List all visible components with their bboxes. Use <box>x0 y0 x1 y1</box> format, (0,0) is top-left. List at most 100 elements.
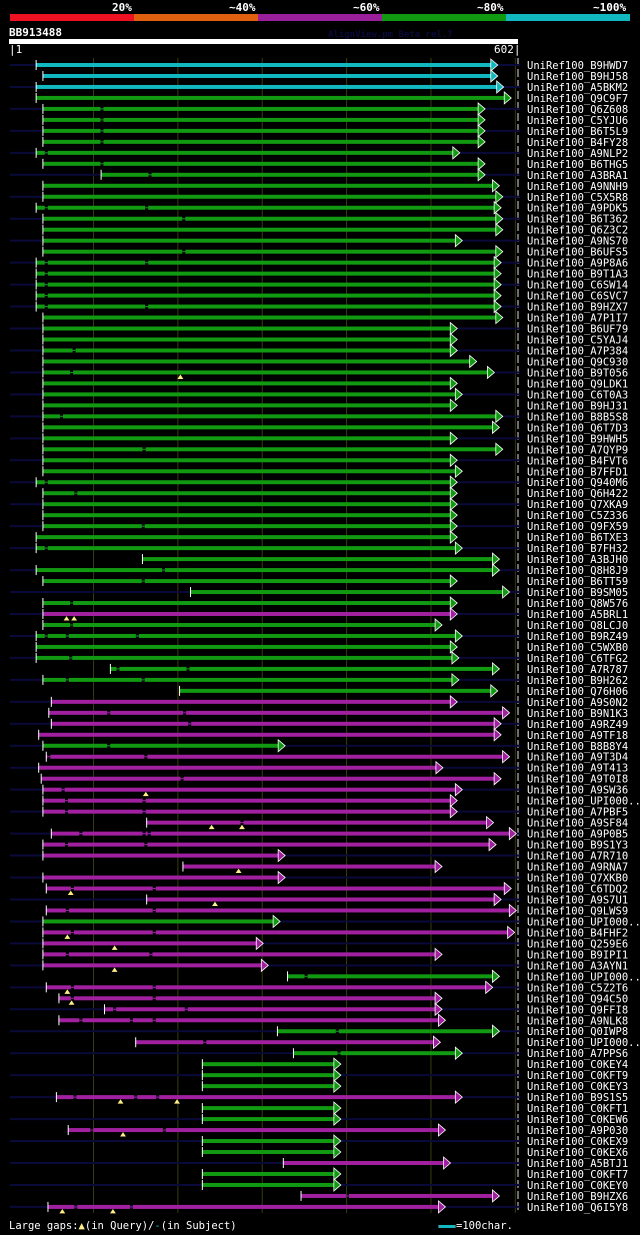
query-gap-marker <box>174 1099 180 1104</box>
hit-bar <box>42 469 456 474</box>
hit-bar <box>165 568 493 573</box>
hit-arrow <box>434 859 443 874</box>
hit-bar <box>46 886 71 891</box>
hit-bar <box>36 271 45 276</box>
hit-bar <box>36 293 45 298</box>
hit-bar <box>148 260 495 265</box>
hit-arrow <box>449 343 458 358</box>
hit-bar <box>50 754 145 759</box>
hit-bar <box>206 1040 434 1045</box>
coverage-swatch-100 <box>506 14 630 21</box>
hit-arrow <box>434 618 443 632</box>
hit-label: UniRef100_Q6Z3C2 <box>527 225 628 237</box>
hit-label: UniRef100_A7P384 <box>527 345 628 357</box>
hit-arrow <box>490 69 499 83</box>
hit-label: UniRef100_C6SW14 <box>527 280 628 292</box>
hit-bar <box>38 732 495 737</box>
hit-bar <box>73 886 153 891</box>
hit-bar <box>42 315 496 320</box>
hit-bar <box>146 897 495 902</box>
hit-bar <box>340 1051 456 1056</box>
hit-bar <box>202 1182 334 1187</box>
hit-label: UniRef100_Q76H06 <box>527 686 628 698</box>
hit-bar <box>42 809 66 814</box>
hit-bar <box>72 655 452 660</box>
hit-arrow <box>492 563 501 577</box>
hit-bar <box>68 1128 91 1133</box>
hit-arrow <box>333 1145 342 1159</box>
hit-bar <box>47 1204 75 1209</box>
hit-bar <box>42 941 257 946</box>
hit-bar <box>287 974 305 979</box>
hit-arrow <box>486 365 495 380</box>
hit-arrow <box>493 255 502 270</box>
hit-label: UniRef100_A9NLK8 <box>527 1015 628 1027</box>
hit-arrow <box>449 596 458 610</box>
hit-bar <box>47 282 495 287</box>
query-gap-marker <box>68 1000 75 1005</box>
hit-label: UniRef100_B9SM05 <box>527 587 628 599</box>
query-gap-marker <box>64 989 71 994</box>
hit-bar <box>42 216 183 221</box>
hit-label: UniRef100_C0KEX9 <box>527 1136 628 1148</box>
hit-label: UniRef100_A3BJH0 <box>527 554 628 566</box>
hit-bar <box>277 1029 336 1034</box>
hit-bar <box>82 1018 130 1023</box>
hit-arrow <box>495 222 504 237</box>
hit-bar <box>68 633 136 638</box>
query-gap-marker <box>67 890 74 895</box>
hit-label: UniRef100_B7FH32 <box>527 543 628 555</box>
hit-arrow <box>449 475 458 490</box>
hit-arrow <box>493 716 502 731</box>
hit-label: UniRef100_B9H262 <box>527 675 628 687</box>
hit-bar <box>307 974 493 979</box>
hit-label: UniRef100_C0KEY3 <box>527 1081 628 1093</box>
query-gap-marker <box>63 616 70 621</box>
hit-arrow <box>454 1046 463 1061</box>
hit-bar <box>202 1117 334 1122</box>
hit-bar <box>36 644 451 649</box>
large-gaps-text: Large gaps: <box>9 1220 79 1232</box>
hit-arrow <box>477 156 486 171</box>
hit-bar <box>147 842 490 847</box>
hit-label: UniRef100_A9P8A6 <box>527 258 628 270</box>
hit-arrow <box>493 299 502 314</box>
hit-bar <box>145 447 496 452</box>
hit-bar <box>36 535 451 540</box>
hit-label: UniRef100_A5BKM2 <box>527 82 628 94</box>
hit-arrow <box>454 1090 463 1104</box>
hit-label: UniRef100_A3AYN1 <box>527 960 628 972</box>
hit-bar <box>36 84 497 89</box>
hit-arrow <box>454 387 463 402</box>
hit-bar <box>73 930 153 935</box>
hit-label: UniRef100_A9T3D4 <box>527 752 628 764</box>
hit-bar <box>58 1018 80 1023</box>
hit-label: UniRef100_A9RZ49 <box>527 719 628 731</box>
hit-bar <box>46 985 71 990</box>
hit-arrow <box>449 486 458 501</box>
hit-arrow <box>502 585 511 599</box>
hit-bar <box>151 172 479 177</box>
hit-label: UniRef100_B6TXE3 <box>527 532 628 544</box>
hit-label: UniRef100_Q7XKA9 <box>527 499 628 511</box>
hit-bar <box>301 1193 346 1198</box>
hit-arrow <box>449 398 458 413</box>
hit-bar <box>142 557 493 562</box>
hit-arrow <box>272 914 281 929</box>
hit-arrow <box>277 870 286 885</box>
hit-bar <box>42 842 66 847</box>
hit-arrow <box>449 640 458 654</box>
hit-arrow <box>451 673 460 687</box>
hit-bar <box>42 106 101 111</box>
hit-arrow <box>477 102 486 116</box>
hit-bar <box>42 370 71 375</box>
hit-arrow <box>277 738 286 753</box>
hit-bar <box>42 128 101 133</box>
hit-bar <box>58 996 71 1001</box>
hit-label: UniRef100_B6T5L9 <box>527 126 628 138</box>
coverage-label-80: ~80% <box>477 1 504 14</box>
hit-label: UniRef100_C0KEW6 <box>527 1114 628 1126</box>
hit-label: UniRef100_B9S1Y3 <box>527 840 628 852</box>
hit-arrow <box>490 683 499 698</box>
